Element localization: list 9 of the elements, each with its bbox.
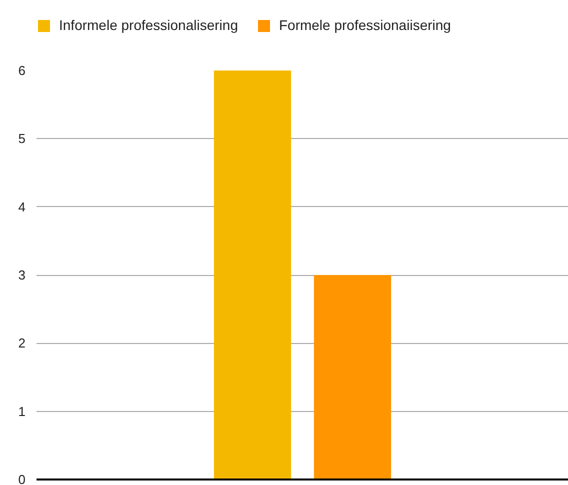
y-tick-label: 5 (18, 131, 26, 146)
legend-label: Formele professionaiisering (278, 17, 451, 33)
legend-label: Informele professionalisering (59, 17, 238, 33)
y-tick-label: 2 (18, 336, 26, 351)
y-tick-label: 3 (18, 268, 26, 282)
y-tick-label: 0 (18, 472, 26, 485)
y-tick-label: 1 (18, 404, 26, 419)
y-tick-label: 6 (18, 63, 26, 78)
y-tick-label: 4 (18, 199, 26, 214)
